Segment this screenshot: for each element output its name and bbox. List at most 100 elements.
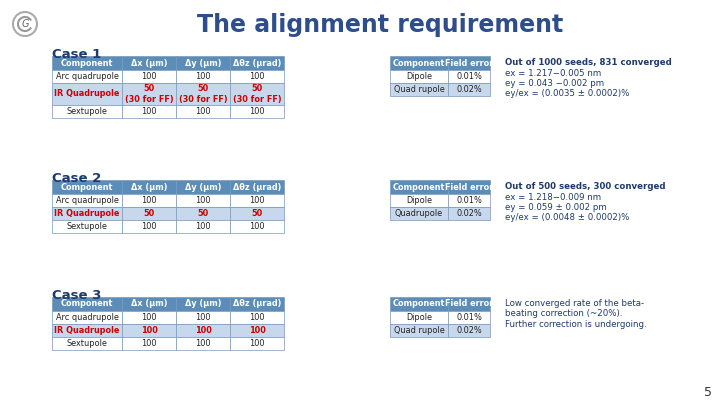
Bar bbox=[230, 220, 284, 233]
Bar bbox=[448, 180, 490, 194]
Text: IR Quadrupole: IR Quadrupole bbox=[54, 90, 120, 98]
Text: Component: Component bbox=[60, 300, 113, 309]
Text: 100: 100 bbox=[195, 72, 211, 81]
Text: Quad rupole: Quad rupole bbox=[394, 326, 444, 335]
Text: 50: 50 bbox=[197, 209, 209, 218]
Text: Sextupole: Sextupole bbox=[66, 339, 107, 348]
Bar bbox=[122, 297, 176, 311]
Text: 100: 100 bbox=[248, 326, 266, 335]
Bar bbox=[176, 297, 230, 311]
Text: 50
(30 for FF): 50 (30 for FF) bbox=[125, 84, 174, 104]
Bar bbox=[176, 207, 230, 220]
Text: Δx (μm): Δx (μm) bbox=[131, 300, 167, 309]
Bar bbox=[122, 194, 176, 207]
Text: Quad rupole: Quad rupole bbox=[394, 85, 444, 94]
Text: Out of 1000 seeds, 831 converged: Out of 1000 seeds, 831 converged bbox=[505, 58, 672, 67]
Bar bbox=[230, 207, 284, 220]
Text: Δθz (μrad): Δθz (μrad) bbox=[233, 300, 282, 309]
Bar bbox=[230, 297, 284, 311]
Bar bbox=[230, 56, 284, 70]
Bar bbox=[390, 324, 448, 337]
Bar bbox=[448, 194, 490, 207]
Text: G: G bbox=[22, 19, 29, 29]
Text: Dipole: Dipole bbox=[406, 72, 432, 81]
Bar bbox=[390, 297, 448, 311]
Bar bbox=[176, 194, 230, 207]
Bar bbox=[448, 324, 490, 337]
Text: ex = 1.218−0.009 nm: ex = 1.218−0.009 nm bbox=[505, 192, 601, 202]
Text: Field error: Field error bbox=[445, 300, 493, 309]
Text: 50
(30 for FF): 50 (30 for FF) bbox=[179, 84, 228, 104]
Text: Arc quadrupole: Arc quadrupole bbox=[55, 72, 118, 81]
Bar bbox=[390, 180, 448, 194]
Text: Component: Component bbox=[392, 183, 445, 192]
Text: Arc quadrupole: Arc quadrupole bbox=[55, 313, 118, 322]
Text: ey = 0.043 −0.002 pm: ey = 0.043 −0.002 pm bbox=[505, 79, 604, 88]
Text: 0.01%: 0.01% bbox=[456, 313, 482, 322]
Text: Out of 500 seeds, 300 converged: Out of 500 seeds, 300 converged bbox=[505, 182, 665, 191]
Text: 100: 100 bbox=[249, 72, 265, 81]
Text: Δθz (μrad): Δθz (μrad) bbox=[233, 183, 282, 192]
Bar bbox=[390, 194, 448, 207]
Bar bbox=[176, 70, 230, 83]
Bar bbox=[448, 297, 490, 311]
Bar bbox=[52, 220, 122, 233]
Bar bbox=[176, 105, 230, 118]
Bar bbox=[52, 194, 122, 207]
Bar bbox=[230, 180, 284, 194]
Text: Component: Component bbox=[60, 183, 113, 192]
Text: 0.01%: 0.01% bbox=[456, 196, 482, 205]
Text: 100: 100 bbox=[195, 107, 211, 116]
Text: 100: 100 bbox=[195, 196, 211, 205]
Text: Low converged rate of the beta-: Low converged rate of the beta- bbox=[505, 299, 644, 308]
Text: 50: 50 bbox=[143, 209, 155, 218]
Text: Field error: Field error bbox=[445, 58, 493, 68]
Text: Dipole: Dipole bbox=[406, 196, 432, 205]
Bar bbox=[176, 180, 230, 194]
Text: Δy (μm): Δy (μm) bbox=[185, 300, 221, 309]
Bar bbox=[122, 220, 176, 233]
Text: Δx (μm): Δx (μm) bbox=[131, 183, 167, 192]
Bar bbox=[52, 70, 122, 83]
Text: 0.02%: 0.02% bbox=[456, 326, 482, 335]
Text: ey = 0.059 ± 0.002 pm: ey = 0.059 ± 0.002 pm bbox=[505, 203, 607, 212]
Text: 100: 100 bbox=[140, 326, 158, 335]
Bar bbox=[122, 207, 176, 220]
Text: Quadrupole: Quadrupole bbox=[395, 209, 443, 218]
Text: Arc quadrupole: Arc quadrupole bbox=[55, 196, 118, 205]
Bar bbox=[52, 105, 122, 118]
Text: 100: 100 bbox=[249, 339, 265, 348]
Bar bbox=[390, 56, 448, 70]
Bar bbox=[122, 311, 176, 324]
Text: ex = 1.217−0.005 nm: ex = 1.217−0.005 nm bbox=[505, 68, 601, 77]
Bar bbox=[176, 311, 230, 324]
Text: IR Quadrupole: IR Quadrupole bbox=[54, 326, 120, 335]
Text: 100: 100 bbox=[249, 107, 265, 116]
Bar bbox=[230, 83, 284, 105]
Bar bbox=[52, 311, 122, 324]
Text: 100: 100 bbox=[141, 196, 157, 205]
Text: Dipole: Dipole bbox=[406, 313, 432, 322]
Bar bbox=[52, 83, 122, 105]
Bar bbox=[448, 70, 490, 83]
Bar bbox=[122, 105, 176, 118]
Text: 100: 100 bbox=[249, 313, 265, 322]
Bar bbox=[176, 337, 230, 350]
Text: Sextupole: Sextupole bbox=[66, 222, 107, 231]
Text: 5: 5 bbox=[704, 386, 712, 399]
Text: 100: 100 bbox=[141, 107, 157, 116]
Text: 100: 100 bbox=[195, 313, 211, 322]
Bar bbox=[52, 297, 122, 311]
Bar bbox=[390, 70, 448, 83]
Text: IR Quadrupole: IR Quadrupole bbox=[54, 209, 120, 218]
Text: Case 1: Case 1 bbox=[52, 48, 102, 61]
Text: 100: 100 bbox=[194, 326, 212, 335]
Bar bbox=[230, 70, 284, 83]
Text: Δθz (μrad): Δθz (μrad) bbox=[233, 58, 282, 68]
Bar bbox=[176, 324, 230, 337]
Text: Field error: Field error bbox=[445, 183, 493, 192]
Text: 50: 50 bbox=[251, 209, 263, 218]
Text: 100: 100 bbox=[195, 339, 211, 348]
Bar bbox=[122, 56, 176, 70]
Text: 0.02%: 0.02% bbox=[456, 209, 482, 218]
